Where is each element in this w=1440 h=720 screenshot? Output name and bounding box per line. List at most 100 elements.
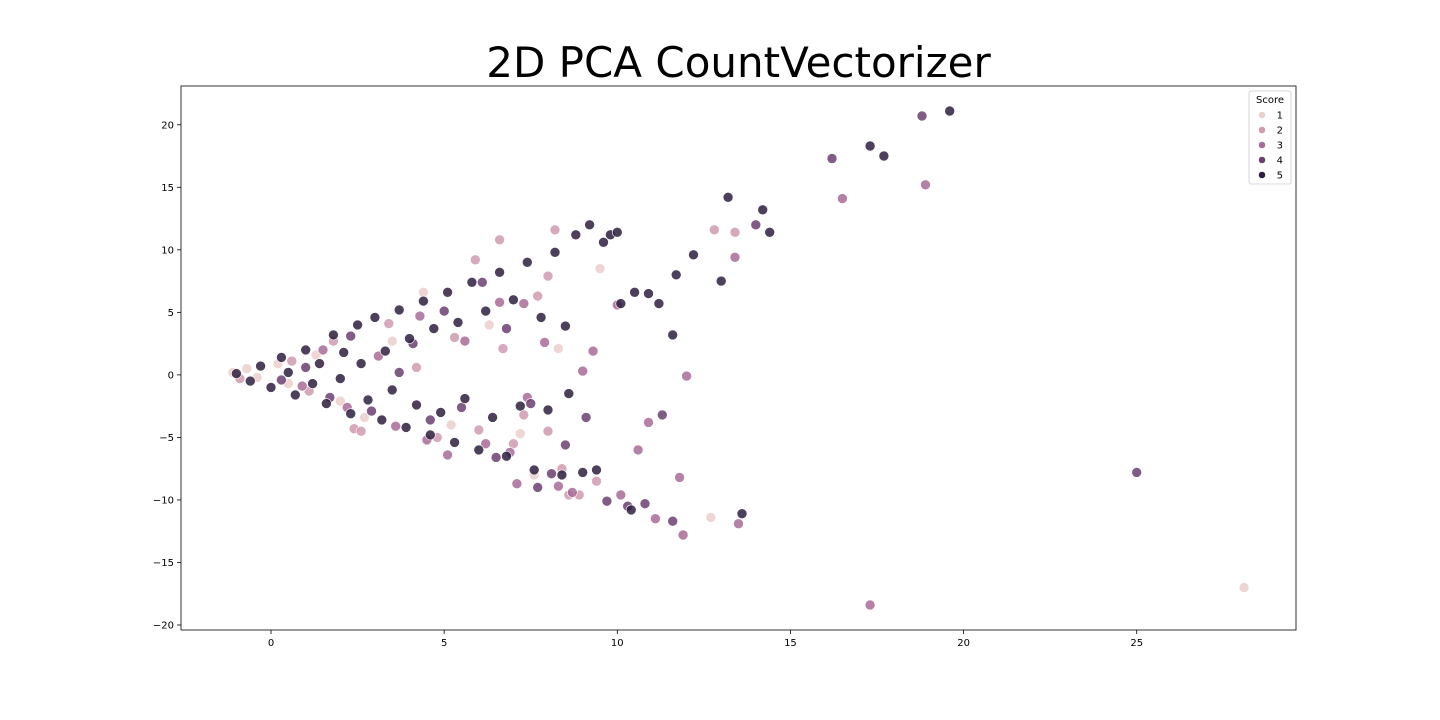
data-point-score-3	[650, 513, 661, 525]
y-tick-label: −10	[153, 495, 174, 506]
data-point-score-5	[411, 399, 422, 411]
data-point-score-4	[525, 398, 537, 409]
x-tick-label: 10	[611, 638, 624, 649]
data-point-score-5	[314, 358, 325, 369]
data-point-score-5	[521, 256, 533, 268]
data-point-score-3	[864, 599, 876, 611]
data-point-score-4	[580, 412, 592, 423]
data-point-score-5	[629, 286, 640, 298]
data-point-score-5	[514, 400, 526, 412]
data-point-score-5	[369, 312, 381, 323]
y-tick-label: 5	[168, 308, 174, 319]
data-point-score-4	[393, 367, 405, 378]
legend-label-4: 4	[1277, 156, 1283, 167]
data-point-score-5	[362, 394, 374, 406]
data-point-score-5	[688, 249, 699, 261]
data-point-score-5	[598, 237, 609, 248]
data-point-score-2	[542, 425, 554, 437]
y-tick-label: 10	[161, 245, 174, 256]
data-point-score-5	[528, 464, 540, 476]
data-point-score-5	[418, 295, 429, 307]
data-point-score-1	[553, 343, 564, 354]
data-point-score-4	[366, 405, 377, 417]
legend-label-5: 5	[1277, 171, 1283, 182]
data-point-score-5	[577, 467, 589, 478]
data-point-score-5	[404, 333, 415, 344]
x-tick-label: 5	[441, 638, 447, 649]
data-point-score-5	[352, 319, 363, 331]
y-tick-label: 0	[168, 370, 174, 381]
data-point-score-3	[539, 337, 550, 348]
data-point-score-1	[241, 363, 253, 374]
data-point-score-3	[518, 298, 530, 309]
data-point-score-5	[442, 286, 453, 298]
data-point-score-3	[577, 365, 589, 377]
data-point-score-5	[542, 404, 554, 416]
data-point-score-4	[424, 414, 436, 426]
data-point-score-5	[487, 412, 498, 423]
data-point-score-5	[300, 344, 312, 356]
data-point-score-5	[584, 219, 595, 231]
data-point-score-3	[587, 345, 599, 357]
data-point-score-4	[476, 276, 488, 288]
data-point-score-4	[560, 439, 571, 451]
legend: Score 1 2 3 4 5	[1248, 90, 1292, 185]
data-point-score-3	[511, 478, 523, 490]
data-point-score-3	[480, 438, 492, 450]
plot-frame	[180, 85, 1297, 631]
data-point-score-5	[722, 192, 734, 203]
data-point-score-3	[920, 179, 931, 191]
data-point-score-2	[473, 424, 485, 436]
data-point-score-5	[334, 373, 346, 384]
data-point-score-4	[826, 153, 838, 164]
data-point-score-3	[566, 487, 578, 498]
data-point-score-3	[674, 472, 685, 483]
data-point-score-2	[449, 332, 460, 343]
legend-marker-2	[1258, 126, 1266, 134]
data-point-score-1	[418, 286, 429, 298]
points-layer	[227, 105, 1250, 611]
data-point-score-2	[286, 355, 298, 367]
data-point-score-5	[255, 360, 266, 372]
data-point-score-5	[570, 229, 582, 241]
data-point-score-2	[708, 224, 720, 236]
data-point-score-5	[757, 204, 769, 216]
data-point-score-4	[345, 330, 357, 342]
data-point-score-5	[321, 398, 332, 409]
data-point-score-4	[300, 362, 312, 373]
data-point-score-3	[390, 420, 402, 432]
data-point-score-1	[514, 428, 526, 440]
data-point-score-5	[345, 408, 357, 420]
data-point-score-4	[532, 482, 544, 493]
data-point-score-4	[750, 219, 762, 231]
data-point-score-5	[944, 105, 956, 117]
data-point-score-5	[428, 323, 440, 334]
data-point-score-1	[334, 395, 346, 407]
data-point-score-4	[501, 323, 512, 334]
data-point-score-5	[864, 140, 876, 152]
data-point-score-2	[591, 475, 602, 487]
data-point-score-5	[265, 382, 277, 393]
legend-label-3: 3	[1277, 141, 1283, 152]
data-point-score-3	[414, 310, 426, 322]
data-point-score-5	[449, 437, 460, 448]
y-tick-label: 15	[161, 183, 174, 194]
data-point-score-2	[532, 290, 544, 302]
data-point-score-3	[632, 444, 644, 456]
legend-marker-4	[1258, 156, 1266, 164]
data-point-score-5	[435, 407, 447, 418]
y-tick-label: −5	[159, 433, 174, 444]
data-point-score-5	[535, 312, 547, 323]
legend-title: Score	[1256, 95, 1284, 106]
data-point-score-2	[549, 224, 561, 236]
legend-marker-1	[1258, 111, 1266, 119]
data-point-score-1	[483, 319, 495, 331]
data-point-score-5	[473, 444, 485, 456]
data-point-score-5	[386, 384, 398, 396]
legend-marker-3	[1258, 141, 1266, 149]
data-point-score-5	[231, 368, 242, 379]
data-point-score-5	[670, 269, 682, 281]
data-point-score-5	[494, 266, 505, 278]
data-point-score-5	[289, 389, 301, 401]
data-point-score-5	[307, 378, 318, 389]
